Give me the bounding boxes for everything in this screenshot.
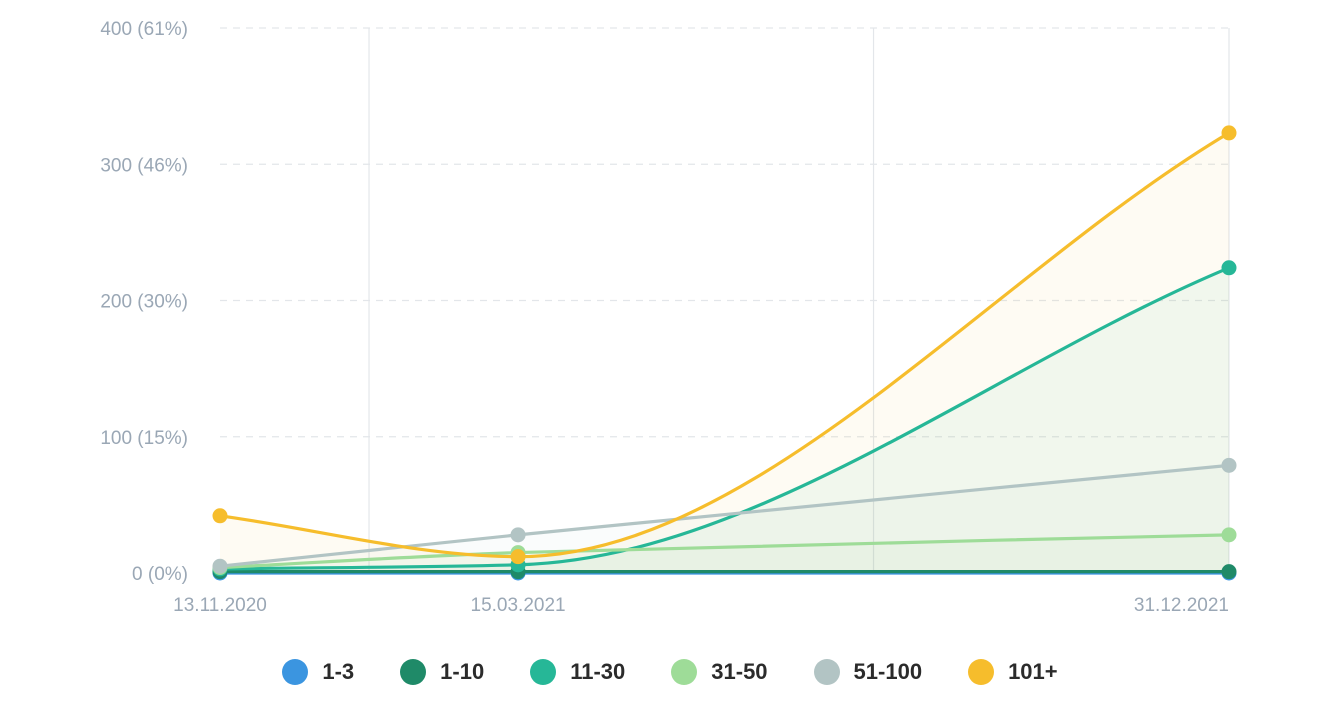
y-tick-label: 400 (61%) [100, 19, 188, 40]
y-tick-label: 0 (0%) [132, 564, 188, 585]
data-points [212, 125, 1237, 581]
legend-item-1-10[interactable]: 1-10 [400, 659, 484, 685]
x-axis-ticks: 13.11.2020 15.03.2021 31.12.2021 [173, 595, 1229, 616]
legend-item-1-3[interactable]: 1-3 [282, 659, 354, 685]
legend-marker [530, 659, 557, 685]
legend-label: 31-50 [711, 659, 768, 684]
series-area-101 [220, 132, 1229, 573]
series-line-51-100 [218, 463, 1231, 568]
series-area-31-50 [220, 534, 1229, 573]
x-tick-label: 13.11.2020 [173, 595, 267, 616]
legend-item-51-100[interactable]: 51-100 [813, 659, 923, 685]
data-point-11-30 [1221, 260, 1237, 276]
series-line-31-50 [218, 533, 1231, 570]
legend-item-11-30[interactable]: 11-30 [530, 659, 625, 685]
series-areas [220, 132, 1229, 573]
data-point-101 [1221, 125, 1237, 141]
data-point-101 [510, 549, 526, 565]
x-tick-label: 31.12.2021 [1134, 595, 1229, 616]
series-area-11-30 [220, 267, 1229, 573]
data-point-101 [212, 508, 228, 524]
data-point-51-100 [510, 527, 526, 543]
x-tick-label: 15.03.2021 [471, 595, 566, 616]
legend-marker [671, 659, 698, 685]
line-chart: 0 (0%) 100 (15%) 200 (30%) 300 (46%) 400 (61… [100, 19, 1237, 616]
data-point-31-50 [1221, 527, 1237, 543]
data-point-1-10 [1221, 564, 1237, 580]
legend-item-101[interactable]: 101+ [968, 659, 1058, 685]
legend-label: 1-10 [440, 659, 485, 684]
data-point-51-100 [212, 558, 228, 574]
data-point-51-100 [1221, 457, 1237, 473]
legend-label: 101+ [1008, 659, 1058, 684]
y-tick-label: 200 (30%) [100, 292, 188, 313]
y-tick-label: 300 (46%) [100, 155, 188, 176]
legend-label: 51-100 [853, 659, 923, 684]
series-lines [218, 131, 1231, 575]
y-axis-ticks: 0 (0%) 100 (15%) 200 (30%) 300 (46%) 400 (61… [100, 19, 188, 585]
series-line-101 [218, 131, 1231, 559]
y-tick-label: 100 (15%) [100, 428, 188, 449]
legend-label: 1-3 [322, 659, 355, 684]
legend-item-31-50[interactable]: 31-50 [671, 659, 768, 685]
legend-marker [282, 659, 309, 685]
legend: 1-3 1-10 11-30 31-50 51-100 101+ [0, 650, 1340, 694]
legend-marker [400, 659, 427, 685]
legend-marker [968, 659, 995, 685]
legend-label: 11-30 [570, 659, 626, 684]
legend-marker [813, 659, 840, 685]
